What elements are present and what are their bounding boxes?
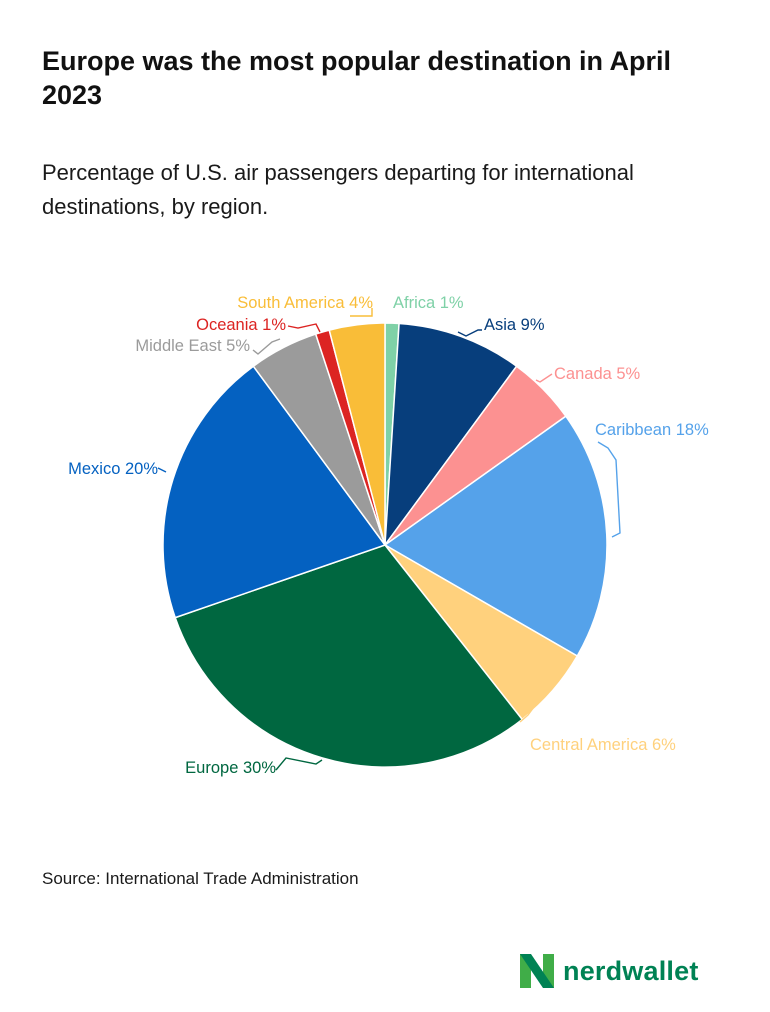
- pie-leader-south-america: [350, 308, 373, 317]
- pie-leader-middle-east: [252, 338, 281, 355]
- pie-label-oceania: Oceania 1%: [196, 316, 286, 334]
- pie-label-middle-east: Middle East 5%: [135, 337, 250, 355]
- pie-leader-lines: [157, 308, 621, 771]
- nerdwallet-logo-text: nerdwallet: [563, 955, 699, 986]
- pie-label-caribbean: Caribbean 18%: [595, 421, 709, 439]
- pie-label-africa: Africa 1%: [393, 294, 464, 312]
- nerdwallet-logo-icon: [520, 954, 554, 988]
- pie-label-europe: Europe 30%: [185, 759, 276, 777]
- pie-leader-mexico: [157, 467, 167, 473]
- pie-label-central-america: Central America 6%: [530, 736, 676, 754]
- pie-leader-caribbean: [597, 441, 621, 538]
- chart-title: Europe was the most popular destination …: [42, 46, 672, 110]
- pie-leader-oceania: [287, 323, 321, 333]
- pie-label-canada: Canada 5%: [554, 365, 641, 383]
- pie-label-mexico: Mexico 20%: [68, 460, 158, 478]
- pie-slice-europe: [174, 544, 524, 768]
- pie-leader-canada: [535, 373, 553, 383]
- pie-labels: Africa 1% Asia 9% Canada 5% Caribbean 18% Ce…: [68, 294, 709, 777]
- pie-leader-central-america: [519, 706, 535, 723]
- pie-slice-asia: [384, 322, 518, 548]
- chart-subtitle: Percentage of U.S. air passengers depart…: [42, 160, 634, 219]
- pie-leader-europe: [275, 757, 323, 771]
- pie-label-south-america: South America 4%: [237, 294, 373, 312]
- nerdwallet-logo: nerdwallet: [520, 954, 699, 988]
- source-note: Source: International Trade Administrati…: [42, 869, 359, 888]
- pie-leader-asia: [457, 329, 482, 337]
- pie-slice-caribbean: [383, 415, 608, 658]
- pie-label-asia: Asia 9%: [484, 316, 545, 334]
- pie-chart: Africa 1% Asia 9% Canada 5% Caribbean 18% Ce…: [68, 294, 709, 777]
- pie-slice-mexico: [162, 365, 387, 619]
- pie-slices: [162, 322, 608, 768]
- pie-slice-south-america: [328, 322, 386, 546]
